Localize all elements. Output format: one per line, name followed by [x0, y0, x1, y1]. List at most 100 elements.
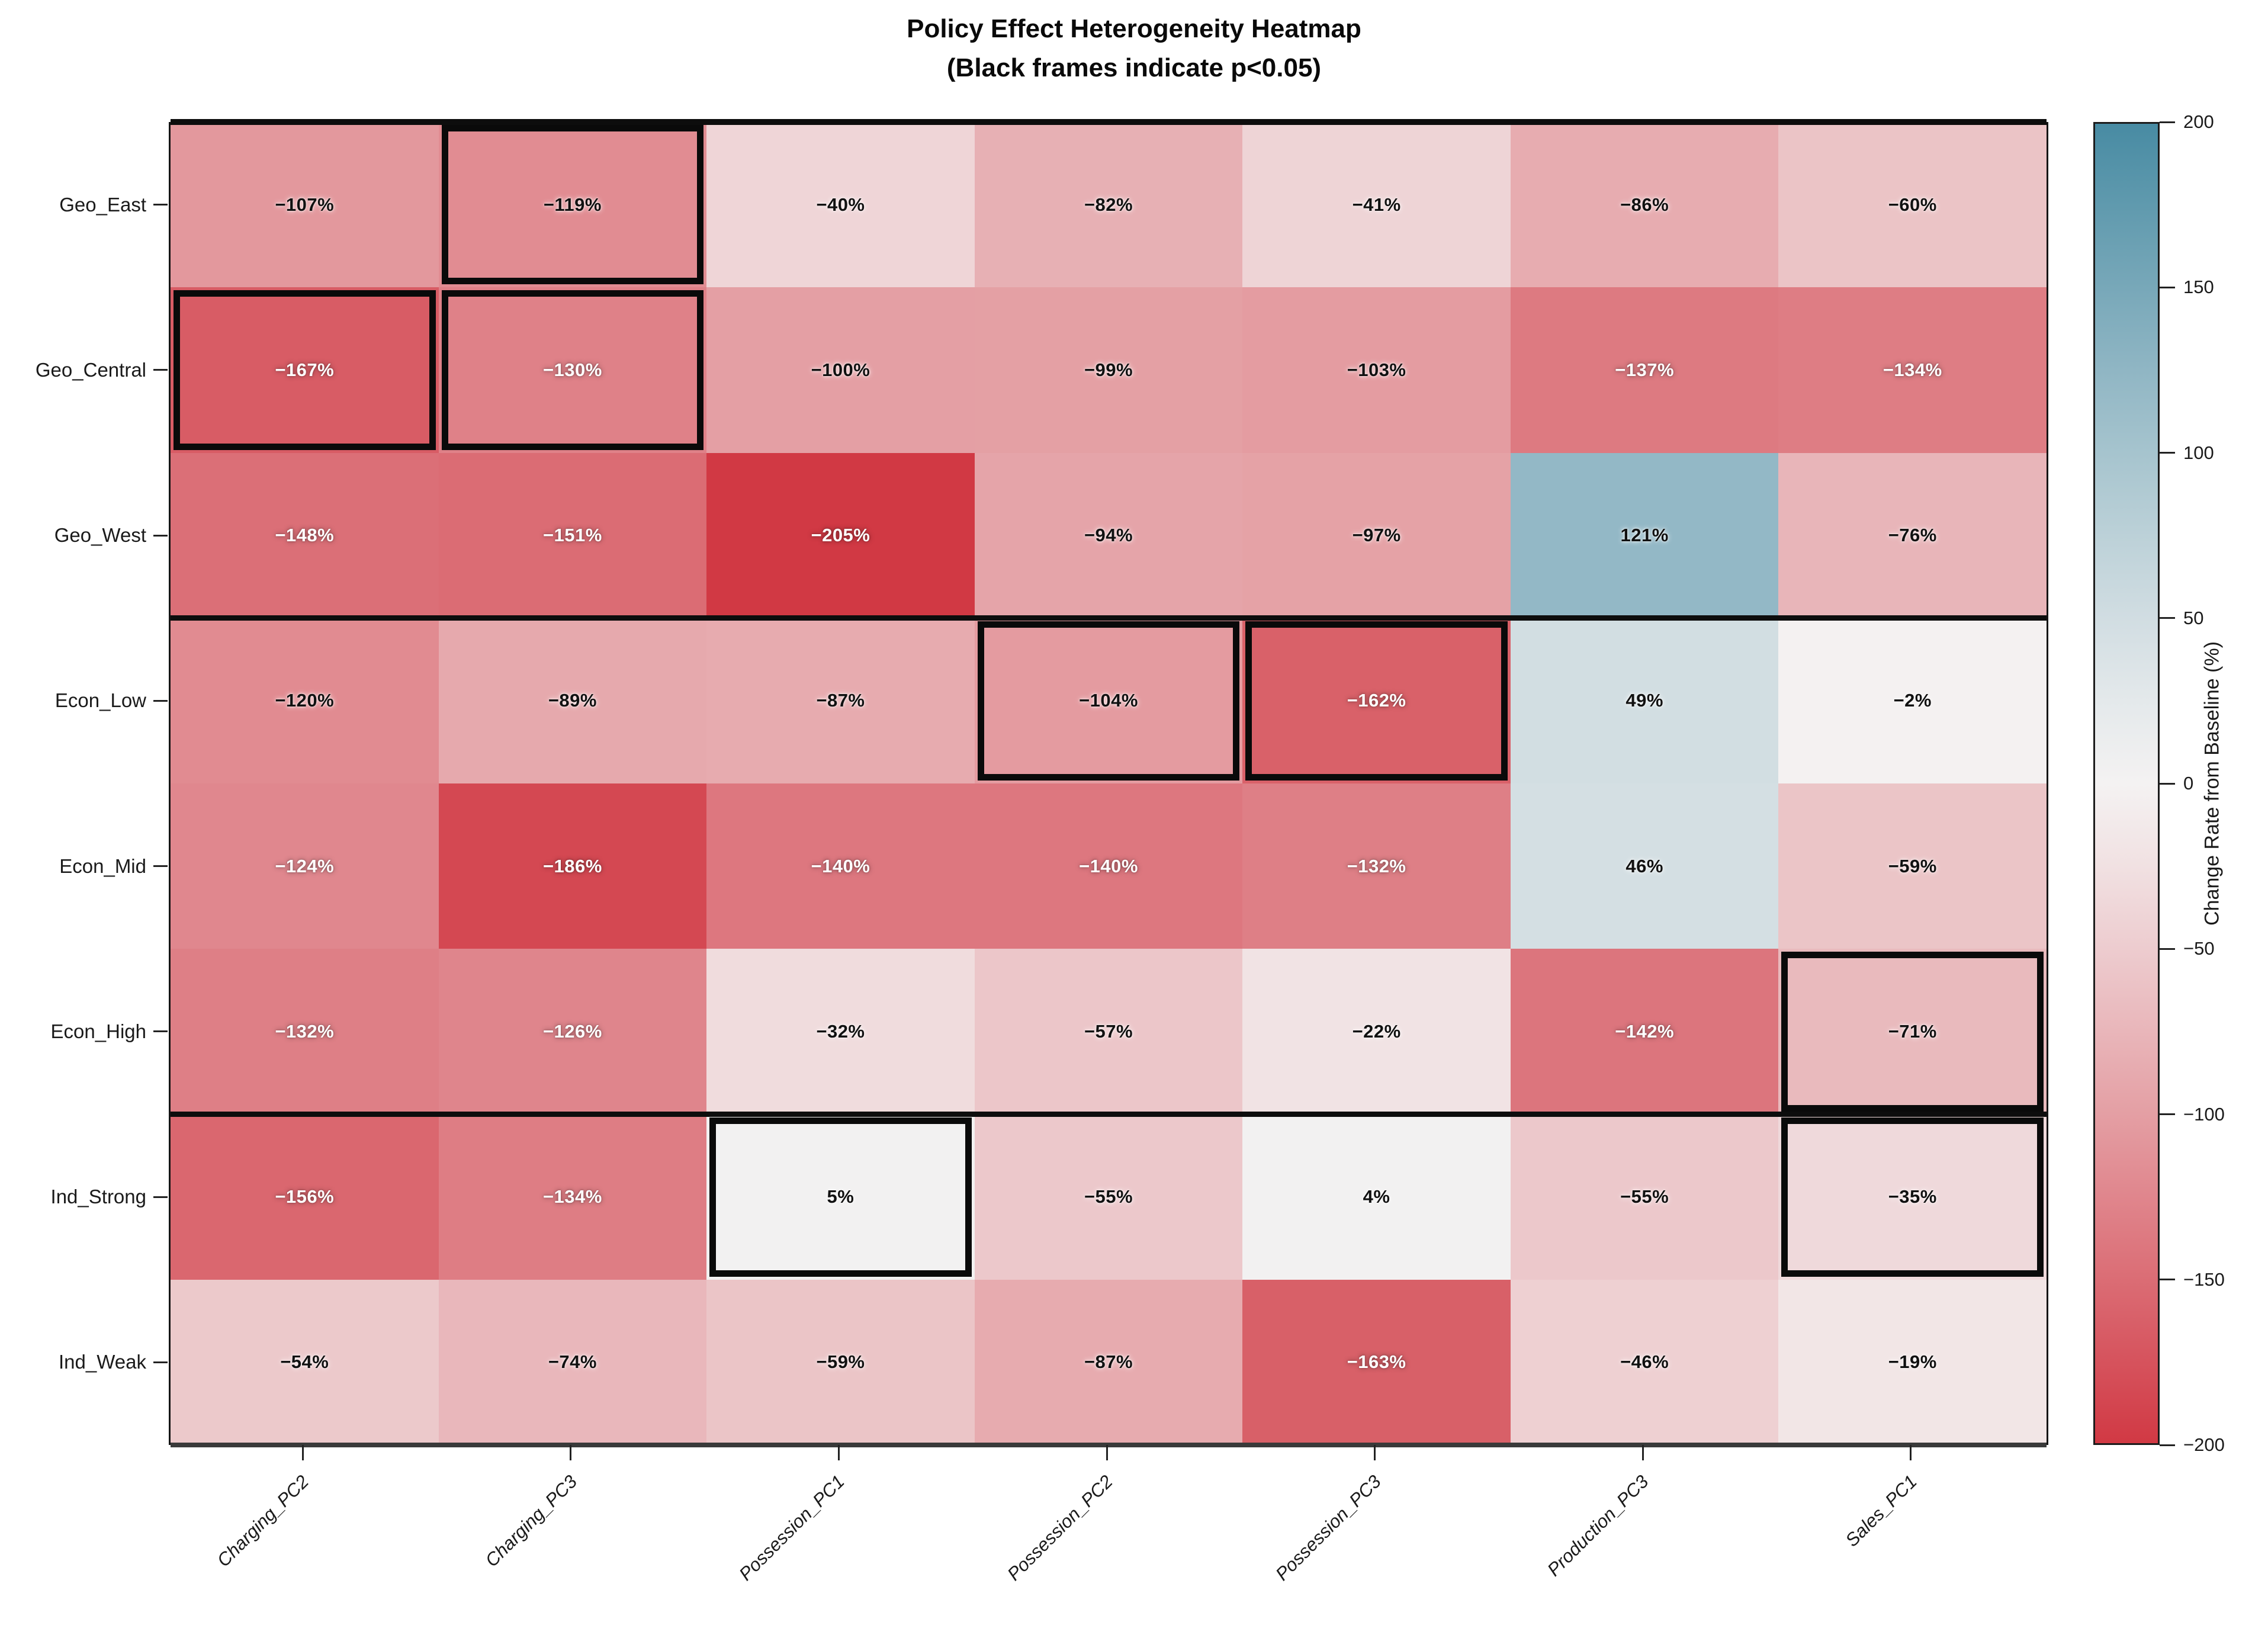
column-label: Charging_PC3	[481, 1471, 581, 1571]
cell-value: −120%	[275, 690, 335, 711]
axis-bottom-spine	[171, 1443, 2047, 1447]
heatmap-cell: −126%	[438, 949, 707, 1115]
cell-value: −148%	[275, 525, 335, 546]
heatmap-cell: −119%	[438, 122, 707, 288]
cell-value: −151%	[542, 525, 602, 546]
heatmap-cell: −104%	[974, 618, 1243, 783]
heatmap-cell: −151%	[438, 452, 707, 618]
heatmap-cell: −60%	[1778, 122, 2047, 288]
cell-value: −54%	[280, 1351, 329, 1373]
cell-value: −186%	[542, 855, 602, 876]
cell-value: −167%	[275, 359, 335, 380]
heatmap-cell: −87%	[706, 618, 975, 783]
column-label: Possession_PC1	[735, 1471, 849, 1585]
heatmap-plot: −107% −119% −40% −82% −41% −86% −60% −167% −130%…	[169, 119, 2048, 1447]
colorbar-tick	[2160, 782, 2175, 785]
cell-value: −71%	[1888, 1020, 1937, 1042]
column-label: Sales_PC1	[1841, 1471, 1921, 1551]
heatmap-cell: −76%	[1778, 452, 2047, 618]
column-label: Production_PC3	[1543, 1471, 1653, 1581]
cell-value: −97%	[1352, 525, 1401, 546]
colorbar-tick	[2160, 1444, 2175, 1446]
heatmap-cell: −140%	[706, 783, 975, 949]
cell-value: −142%	[1615, 1020, 1675, 1042]
heatmap-cell: −162%	[1242, 618, 1511, 783]
colorbar-tick-label: 200	[2183, 111, 2214, 132]
cell-value: −41%	[1352, 194, 1401, 215]
cell-value: −59%	[816, 1351, 865, 1373]
heatmap-cell: −167%	[171, 287, 439, 453]
cell-value: −103%	[1347, 359, 1406, 380]
heatmap-cell: −86%	[1510, 122, 1779, 288]
column-label: Possession_PC2	[1003, 1471, 1117, 1585]
significance-frame	[441, 125, 704, 285]
cell-value: −162%	[1347, 690, 1406, 711]
significance-frame	[441, 290, 704, 450]
cell-value: −86%	[1620, 194, 1669, 215]
cell-value: −35%	[1888, 1186, 1937, 1207]
heatmap-cell: −32%	[706, 949, 975, 1115]
chart-subtitle: (Black frames indicate p<0.05)	[946, 53, 1322, 82]
heatmap-cell: 5%	[706, 1114, 975, 1280]
colorbar-gradient	[2095, 124, 2158, 1443]
chart-title: Policy Effect Heterogeneity Heatmap	[907, 14, 1361, 43]
heatmap-cell: −40%	[706, 122, 975, 288]
cell-value: −119%	[543, 194, 602, 215]
y-axis-tick	[153, 1196, 168, 1198]
heatmap-cell: −140%	[974, 783, 1243, 949]
cell-value: −132%	[275, 1020, 335, 1042]
colorbar-tick-label: −200	[2183, 1434, 2225, 1455]
y-axis-tick	[153, 534, 168, 537]
heatmap-cell: −55%	[1510, 1114, 1779, 1280]
heatmap-cell: −94%	[974, 452, 1243, 618]
cell-value: 5%	[827, 1186, 854, 1207]
significance-frame	[977, 621, 1240, 781]
colorbar-tick-label: 150	[2183, 277, 2214, 298]
cell-value: −140%	[1079, 855, 1138, 876]
y-axis-tick	[153, 369, 168, 371]
x-axis-tick	[1374, 1445, 1376, 1460]
significance-frame	[709, 1117, 972, 1277]
heatmap-cell: −134%	[438, 1114, 707, 1280]
x-axis-tick	[837, 1445, 840, 1460]
colorbar-tick-label: −100	[2183, 1103, 2225, 1125]
cell-value: −32%	[816, 1020, 865, 1042]
heatmap-cell: −148%	[171, 452, 439, 618]
heatmap-cell: −2%	[1778, 618, 2047, 783]
cell-value: −55%	[1620, 1186, 1669, 1207]
colorbar-tick	[2160, 1113, 2175, 1115]
colorbar-tick	[2160, 121, 2175, 123]
cell-value: −99%	[1084, 359, 1133, 380]
heatmap-cell: −41%	[1242, 122, 1511, 288]
cell-value: −140%	[811, 855, 870, 876]
heatmap-cell: −137%	[1510, 287, 1779, 453]
heatmap-cell: −132%	[171, 949, 439, 1115]
chart-title-block: Policy Effect Heterogeneity Heatmap (Bla…	[0, 9, 2268, 88]
heatmap-cell: −132%	[1242, 783, 1511, 949]
heatmap-cell: −74%	[438, 1279, 707, 1445]
heatmap-cell: −99%	[974, 287, 1243, 453]
y-axis-tick	[153, 1361, 168, 1363]
cell-value: −19%	[1888, 1351, 1937, 1373]
cell-value: −46%	[1620, 1351, 1669, 1373]
cell-value: −107%	[275, 194, 335, 215]
heatmap-cell: −107%	[171, 122, 439, 288]
significance-frame	[174, 290, 436, 450]
cell-value: −137%	[1615, 359, 1675, 380]
heatmap-cell: −100%	[706, 287, 975, 453]
heatmap-cell: −134%	[1778, 287, 2047, 453]
heatmap-cell: −97%	[1242, 452, 1511, 618]
row-label: Econ_Mid	[59, 855, 146, 877]
row-label: Geo_West	[54, 524, 146, 547]
significance-frame	[1781, 1117, 2044, 1277]
group-separator-line	[171, 615, 2047, 621]
cell-value: −134%	[542, 1186, 602, 1207]
cell-value: −156%	[275, 1186, 335, 1207]
heatmap-cell: −19%	[1778, 1279, 2047, 1445]
cell-value: −57%	[1084, 1020, 1133, 1042]
heatmap-cell: −103%	[1242, 287, 1511, 453]
group-separator-line	[171, 1112, 2047, 1117]
colorbar-tick	[2160, 948, 2175, 950]
cell-value: −76%	[1888, 525, 1937, 546]
cell-value: −82%	[1084, 194, 1133, 215]
